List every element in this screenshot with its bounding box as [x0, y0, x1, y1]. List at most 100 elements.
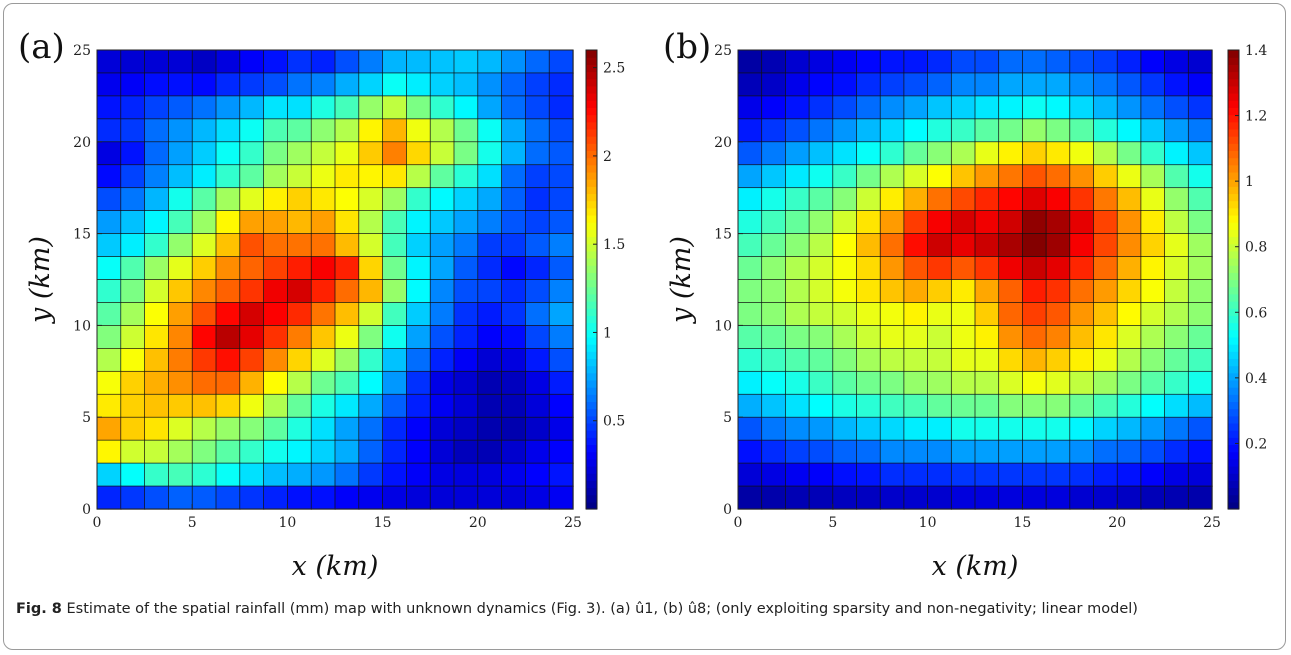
heatmap-cell [856, 49, 881, 74]
heatmap-cell [525, 393, 550, 418]
heatmap-cell [879, 49, 905, 74]
heatmap-cell [737, 393, 763, 418]
heatmap-cell [1045, 72, 1071, 97]
heatmap-cell [1069, 393, 1095, 418]
heatmap-cell [761, 393, 787, 418]
heatmap-cell [1116, 279, 1142, 304]
heatmap-cell [96, 233, 122, 258]
heatmap-cell [120, 462, 146, 487]
colorbar-band [586, 121, 597, 130]
heatmap-cell [950, 141, 976, 166]
colorbar-band [586, 222, 597, 230]
heatmap-cell [501, 348, 527, 372]
heatmap-cell [429, 118, 455, 143]
heatmap-cell [998, 485, 1024, 510]
heatmap-cell [429, 233, 455, 258]
heatmap-cell [785, 439, 810, 464]
colorbar-band [1228, 415, 1239, 424]
heatmap-cell [808, 187, 834, 212]
heatmap-cell [1164, 462, 1189, 487]
heatmap-cell [287, 325, 312, 349]
heatmap-cell [334, 325, 360, 349]
heatmap-cell [168, 72, 193, 97]
heatmap-cell [856, 118, 881, 143]
heatmap-cell [1093, 256, 1118, 281]
heatmap-cell [1187, 462, 1213, 487]
heatmap-cell [761, 118, 787, 143]
heatmap-cell [879, 164, 905, 189]
heatmap-cell [1164, 279, 1189, 304]
heatmap-cell [96, 187, 122, 212]
heatmap-cell [1140, 348, 1166, 372]
y-tick-label: 20 [714, 135, 732, 151]
heatmap-cell [263, 233, 289, 258]
heatmap-cell [832, 233, 858, 258]
heatmap-cell [477, 462, 503, 487]
heatmap-cell [382, 187, 408, 212]
heatmap-cell [263, 416, 289, 441]
heatmap-cell [334, 187, 360, 212]
heatmap-cell [856, 95, 881, 120]
heatmap-cell [334, 49, 360, 74]
colorbar-band [586, 422, 597, 431]
heatmap-cell [548, 485, 574, 510]
heatmap-cell [382, 302, 408, 327]
colorbar-band [1228, 365, 1239, 374]
heatmap-cell [832, 256, 858, 281]
heatmap-cell [927, 141, 952, 166]
heatmap-cell [548, 462, 574, 487]
heatmap-cell [525, 279, 550, 304]
heatmap-cell [1140, 279, 1166, 304]
heatmap-cell [879, 256, 905, 281]
heatmap-cell [144, 485, 170, 510]
heatmap-cell [998, 49, 1024, 74]
colorbar-band [586, 372, 597, 381]
heatmap-cell [144, 118, 170, 143]
heatmap-cell [96, 439, 122, 464]
heatmap-cell [287, 256, 312, 281]
heatmap-cell [215, 210, 241, 235]
colorbar-band [586, 430, 597, 438]
heatmap-cell [358, 279, 384, 304]
panel-label: (b) [663, 27, 711, 67]
heatmap-cell [287, 72, 312, 97]
heatmap-cell [191, 348, 217, 372]
colorbar-band [1228, 171, 1239, 180]
colorbar-band [1228, 401, 1239, 410]
heatmap-cell [287, 233, 312, 258]
heatmap-cell [215, 439, 241, 464]
heatmap-cell [761, 462, 787, 487]
colorbar-band [1228, 473, 1239, 481]
heatmap-cell [548, 187, 574, 212]
colorbar-band [1228, 107, 1239, 116]
heatmap-cell [239, 95, 265, 120]
heatmap-cell [856, 210, 881, 235]
heatmap-cell [96, 325, 122, 349]
heatmap-cell [785, 187, 810, 212]
heatmap-cell [1116, 325, 1142, 349]
heatmap-cell [1164, 485, 1189, 510]
heatmap-cell [737, 210, 763, 235]
heatmap-cell [974, 439, 1000, 464]
colorbar-band [1228, 236, 1239, 245]
heatmap-cell [1116, 141, 1142, 166]
heatmap-cell [1045, 348, 1071, 372]
heatmap-cell [382, 439, 408, 464]
heatmap-cell [215, 393, 241, 418]
heatmap-cell [1187, 95, 1213, 120]
heatmap-cell [1022, 485, 1047, 510]
heatmap-cell [1022, 325, 1047, 349]
heatmap-cell [334, 302, 360, 327]
heatmap-cell [808, 118, 834, 143]
heatmap-cell [548, 393, 574, 418]
heatmap-cell [1187, 72, 1213, 97]
heatmap-cell [287, 118, 312, 143]
colorbar-band [1228, 358, 1239, 367]
heatmap-cell [1022, 95, 1047, 120]
heatmap-cell [358, 416, 384, 441]
heatmap-cell [1116, 302, 1142, 327]
heatmap-cell [358, 141, 384, 166]
colorbar-tick-label: 1.5 [603, 237, 625, 253]
heatmap-cell [358, 187, 384, 212]
heatmap-cell [1187, 141, 1213, 166]
